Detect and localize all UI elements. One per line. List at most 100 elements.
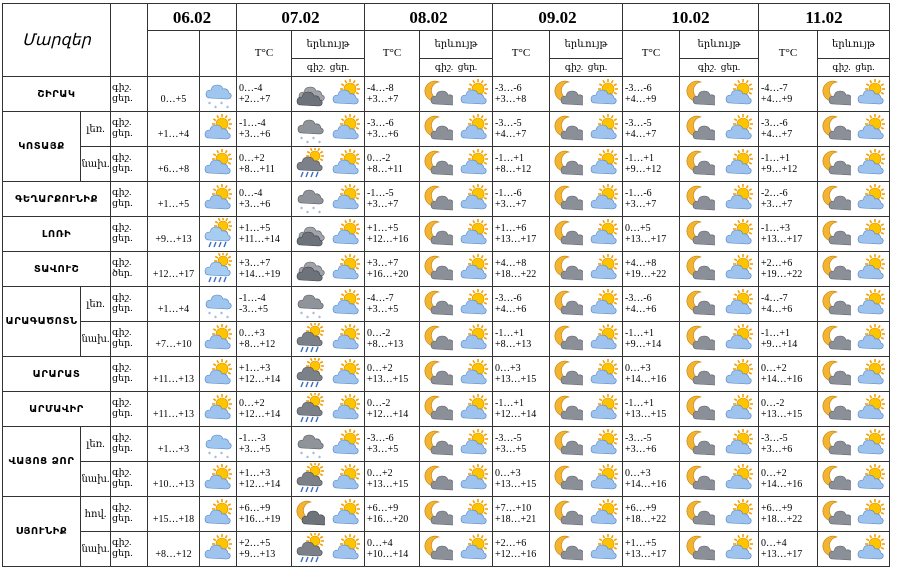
day-temp: +10…+14 <box>367 549 409 560</box>
night-temp: 0…+2 <box>239 153 265 164</box>
snow-dark-icon: * * * * <box>295 113 325 145</box>
svg-text:*: * <box>220 311 223 318</box>
svg-text:*: * <box>220 451 223 458</box>
night-temp: +1…+5 <box>367 223 399 234</box>
sun-cloud-icon <box>331 183 361 215</box>
sun-cloud-icon <box>589 218 619 250</box>
temp-range: 0…-4 +3…+6 <box>236 181 292 217</box>
svg-text:*: * <box>306 315 309 320</box>
day-temp: +12…+16 <box>495 549 537 560</box>
region-subarea: նախ. <box>80 321 111 357</box>
day-temp: +9…+12 <box>625 164 662 175</box>
svg-text:*: * <box>300 311 303 318</box>
svg-text:*: * <box>300 206 303 213</box>
day-temp: +3…+7 <box>761 199 793 210</box>
sun-cloud-icon <box>589 533 619 565</box>
night-label: գիշ. <box>112 538 132 548</box>
night-temp: +1…+5 <box>239 223 271 234</box>
day-label: ցեր. <box>329 62 350 72</box>
temp-range: -1…+3 +13…+17 <box>758 216 818 252</box>
svg-text:*: * <box>208 451 211 458</box>
temp-range: -1…-5 +3…+7 <box>364 181 420 217</box>
temp-06: +11…+13 <box>147 391 200 427</box>
day-temp: +4…+6 <box>495 304 527 315</box>
day-temp: +4…+7 <box>625 129 657 140</box>
moon-cloud-icon <box>685 218 715 250</box>
day-temp: +4…+7 <box>495 129 527 140</box>
temp-range: 0…+2 +13…+15 <box>364 461 420 497</box>
night-temp: +1…+3 <box>239 468 271 479</box>
moon-cloud-icon <box>553 358 583 390</box>
temp-06: +1…+4 <box>147 111 200 147</box>
weather-header: երևույթ <box>549 30 623 59</box>
svg-text:*: * <box>312 451 315 458</box>
weather-icon <box>199 356 237 392</box>
rain-sun-icon <box>295 533 325 565</box>
sun-cloud-icon <box>856 428 886 460</box>
night-temp: -3…-6 <box>367 433 394 444</box>
night-label: գիշ. <box>112 363 132 373</box>
moon-cloud-icon <box>553 78 583 110</box>
temp-range: 0…+3 +14…+16 <box>622 461 680 497</box>
day-temp: +13…+17 <box>625 549 667 560</box>
night-temp: 0…-2 <box>367 328 391 339</box>
region-name: ԼՈՌԻ <box>2 216 111 252</box>
sun-cloud-icon <box>459 533 489 565</box>
temp-range: +6…+9 +18…+22 <box>622 496 680 532</box>
rain-sun-icon <box>295 148 325 180</box>
sun-cloud-icon <box>589 148 619 180</box>
night-temp: 0…+3 <box>239 328 265 339</box>
night-temp: 0…+3 <box>495 468 521 479</box>
temp-header: T°C <box>364 30 420 77</box>
moon-cloud-icon <box>553 148 583 180</box>
moon-cloud-icon <box>553 498 583 530</box>
sun-cloud-icon <box>459 78 489 110</box>
temp-range: -1…+1 +9…+14 <box>622 321 680 357</box>
day-label: ցեր. <box>112 339 133 349</box>
sun-cloud-icon <box>724 358 754 390</box>
night-temp: 0…-2 <box>367 153 391 164</box>
moon-cloud-icon <box>821 253 851 285</box>
night-label: գիշ. <box>112 468 132 478</box>
temp-range: -1…+1 +8…+12 <box>492 146 550 182</box>
day-temp: +19…+22 <box>625 269 667 280</box>
moon-cloud-icon <box>423 288 453 320</box>
snow-dark-icon: * * * * <box>295 183 325 215</box>
sun-cloud-icon <box>856 498 886 530</box>
day-label: ցեր. <box>112 164 133 174</box>
region-name: ՏԱՎՈՒՇ <box>2 251 111 287</box>
night-label: գիշ. <box>306 62 326 72</box>
temp-range: 0…+4 +10…+14 <box>364 531 420 567</box>
weather-icon <box>199 251 237 287</box>
sun-cloud-icon <box>856 463 886 495</box>
moon-cloud-icon <box>423 323 453 355</box>
day-temp: +3…+6 <box>239 129 271 140</box>
sun-cloud-icon <box>589 183 619 215</box>
day-label: ցեր. <box>112 199 133 209</box>
moon-cloud-icon <box>553 533 583 565</box>
night-label: գիշ. <box>112 328 132 338</box>
moon-cloud-icon <box>685 323 715 355</box>
night-label: գիշ. <box>112 503 132 513</box>
temp-range: -3…-6 +4…+9 <box>622 76 680 112</box>
day-temp: +4…+9 <box>761 94 793 105</box>
temp-range: +3…+7 +14…+19 <box>236 251 292 287</box>
moon-cloud-icon <box>821 183 851 215</box>
night-temp: 0…+2 <box>761 363 787 374</box>
region-subarea: լեռ. <box>80 286 111 322</box>
day-temp: +18…+22 <box>625 514 667 525</box>
day-temp: +12…+16 <box>367 234 409 245</box>
moon-cloud-icon <box>553 323 583 355</box>
day-temp: +14…+19 <box>239 269 281 280</box>
sun-cloud-icon <box>856 183 886 215</box>
moon-cloud-icon <box>685 78 715 110</box>
svg-text:*: * <box>226 105 229 110</box>
sun-cloud-icon <box>856 113 886 145</box>
temp-06: +10…+13 <box>147 461 200 497</box>
moon-cloud-icon <box>553 288 583 320</box>
day-temp: +4…+6 <box>625 304 657 315</box>
temp-range: -1…+1 +9…+14 <box>758 321 818 357</box>
night-label: գիշ. <box>434 62 454 72</box>
day-temp: +8…+13 <box>367 339 404 350</box>
sun-cloud-icon <box>459 183 489 215</box>
